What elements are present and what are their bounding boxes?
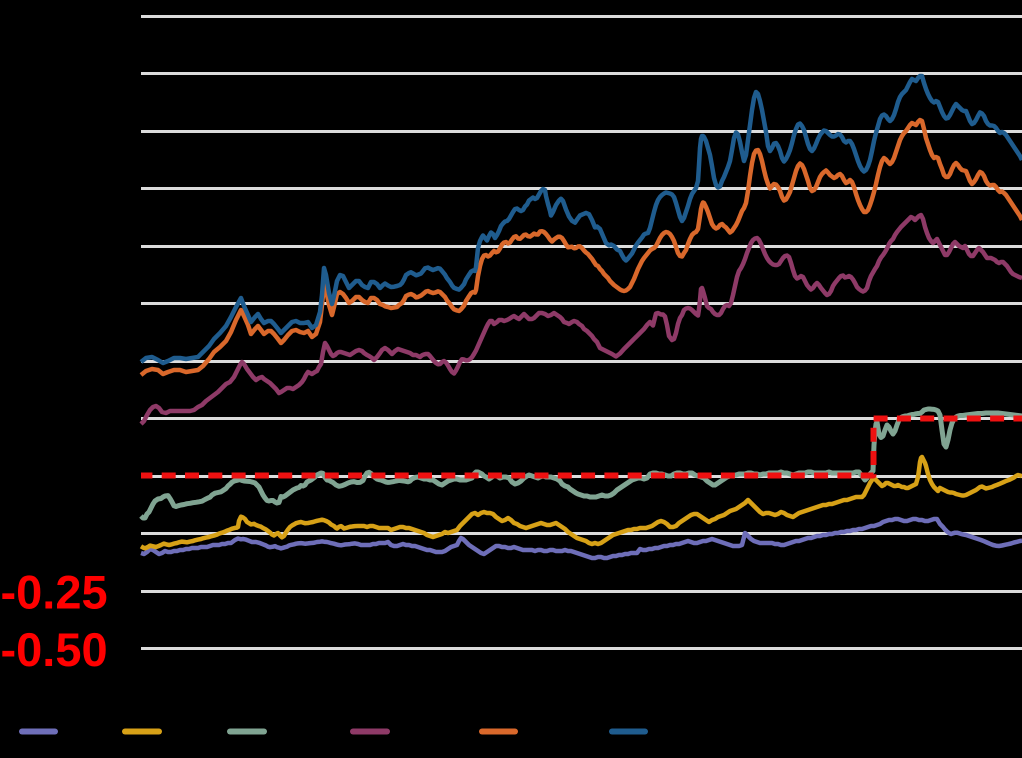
svg-text:-0.25: -0.25 <box>1 566 108 619</box>
svg-text:-0.50: -0.50 <box>1 623 108 676</box>
